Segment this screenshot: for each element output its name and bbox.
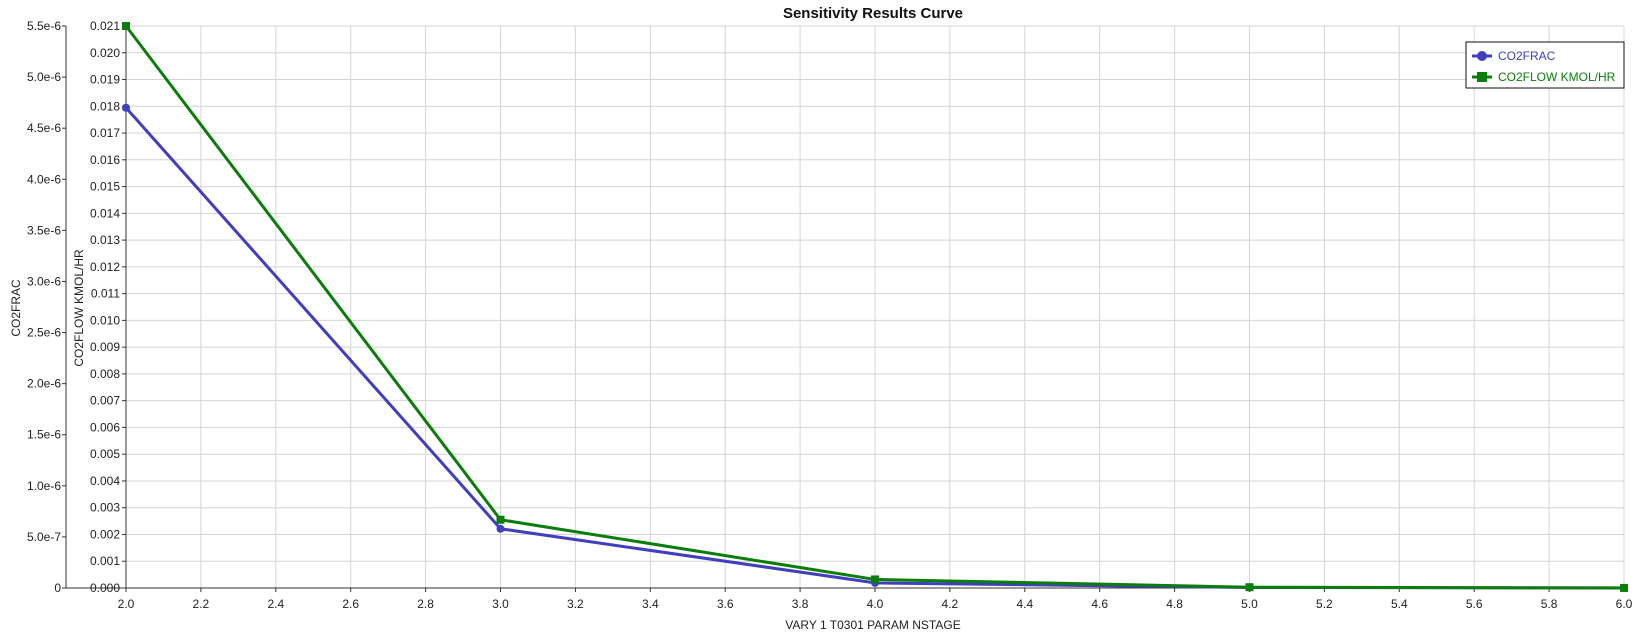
- y-left-tick-label: 3.0e-6: [27, 274, 61, 288]
- y-right-tick-label: 0.019: [90, 73, 120, 87]
- legend-marker: [1477, 72, 1487, 82]
- x-tick-label: 4.4: [1016, 597, 1033, 611]
- x-tick-label: 3.0: [492, 597, 509, 611]
- y-left-tick-label: 5.0e-7: [27, 530, 61, 544]
- x-tick-label: 5.4: [1391, 597, 1408, 611]
- x-tick-label: 5.6: [1466, 597, 1483, 611]
- x-tick-label: 3.8: [792, 597, 809, 611]
- y-left-tick-label: 1.5e-6: [27, 428, 61, 442]
- x-tick-label: 4.2: [942, 597, 959, 611]
- y-left-tick-label: 5.0e-6: [27, 70, 61, 84]
- y-right-tick-label: 0.015: [90, 180, 120, 194]
- y-right-tick-label: 0.003: [90, 501, 120, 515]
- y-right-tick-label: 0.000: [90, 581, 120, 595]
- x-tick-label: 2.6: [342, 597, 359, 611]
- x-tick-label: 2.2: [193, 597, 210, 611]
- tick-labels: 2.0 2.2 2.4 2.6 2.8 3.0 3.2 3.4 3.6 3.8 4.0 4.2 4.4 4…: [27, 19, 1633, 611]
- x-tick-label: 5.2: [1316, 597, 1333, 611]
- x-axis-label: VARY 1 T0301 PARAM NSTAGE: [785, 618, 960, 632]
- y-right-tick-label: 0.009: [90, 340, 120, 354]
- y-right-tick-label: 0.005: [90, 447, 120, 461]
- y-right-tick-label: 0.014: [90, 206, 120, 220]
- data-point: [1620, 583, 1628, 592]
- y-right-tick-label: 0.017: [90, 126, 120, 140]
- x-tick-label: 3.2: [567, 597, 584, 611]
- y-left-tick-label: 3.5e-6: [27, 223, 61, 237]
- x-tick-label: 3.4: [642, 597, 659, 611]
- y-axis-left-label: CO2FRAC: [9, 279, 23, 337]
- y-right-tick-label: 0.008: [90, 367, 120, 381]
- legend-label: CO2FLOW KMOL/HR: [1498, 70, 1616, 84]
- x-tick-label: 2.8: [417, 597, 434, 611]
- legend-label: CO2FRAC: [1498, 49, 1556, 63]
- data-point: [496, 524, 505, 533]
- y-right-tick-label: 0.021: [90, 19, 120, 33]
- y-right-tick-label: 0.018: [90, 99, 120, 113]
- x-tick-label: 5.8: [1541, 597, 1558, 611]
- y-right-tick-label: 0.002: [90, 527, 120, 541]
- y-right-tick-label: 0.006: [90, 420, 120, 434]
- x-tick-label: 4.0: [867, 597, 884, 611]
- x-tick-label: 6.0: [1616, 597, 1633, 611]
- y-left-tick-label: 5.5e-6: [27, 19, 61, 33]
- y-right-tick-label: 0.016: [90, 153, 120, 167]
- y-right-tick-label: 0.010: [90, 313, 120, 327]
- y-axis-right-label: CO2FLOW KMOL/HR: [72, 249, 86, 367]
- y-left-tick-label: 0: [54, 581, 61, 595]
- legend-box: [1465, 41, 1625, 89]
- data-point: [1245, 583, 1254, 592]
- grid: [125, 25, 1625, 589]
- legend-marker: [1477, 51, 1487, 61]
- x-tick-label: 2.4: [267, 597, 284, 611]
- x-tick-label: 2.0: [118, 597, 135, 611]
- x-tick-label: 4.6: [1091, 597, 1108, 611]
- series: [122, 22, 1628, 592]
- y-right-tick-label: 0.013: [90, 233, 120, 247]
- chart-title: Sensitivity Results Curve: [783, 5, 963, 22]
- y-left-tick-label: 4.0e-6: [27, 172, 61, 186]
- y-right-tick-label: 0.011: [91, 287, 120, 301]
- y-right-tick-label: 0.001: [90, 554, 120, 568]
- data-point: [871, 575, 879, 584]
- y-left-tick-label: 4.5e-6: [27, 121, 61, 135]
- y-right-tick-label: 0.020: [90, 46, 120, 60]
- y-right-tick-label: 0.012: [90, 260, 120, 274]
- y-left-tick-label: 2.0e-6: [27, 377, 61, 391]
- data-point: [496, 515, 505, 524]
- y-left-tick-label: 1.0e-6: [27, 479, 61, 493]
- data-point: [122, 103, 130, 112]
- y-right-tick-label: 0.007: [90, 394, 120, 408]
- x-tick-label: 5.0: [1241, 597, 1258, 611]
- axes: [62, 25, 1625, 592]
- y-left-tick-label: 2.5e-6: [27, 326, 61, 340]
- legend: CO2FRAC CO2FLOW KMOL/HR: [1465, 41, 1625, 89]
- y-right-tick-label: 0.004: [90, 474, 120, 488]
- x-tick-label: 3.6: [717, 597, 734, 611]
- x-tick-label: 4.8: [1166, 597, 1183, 611]
- data-point: [122, 22, 130, 30]
